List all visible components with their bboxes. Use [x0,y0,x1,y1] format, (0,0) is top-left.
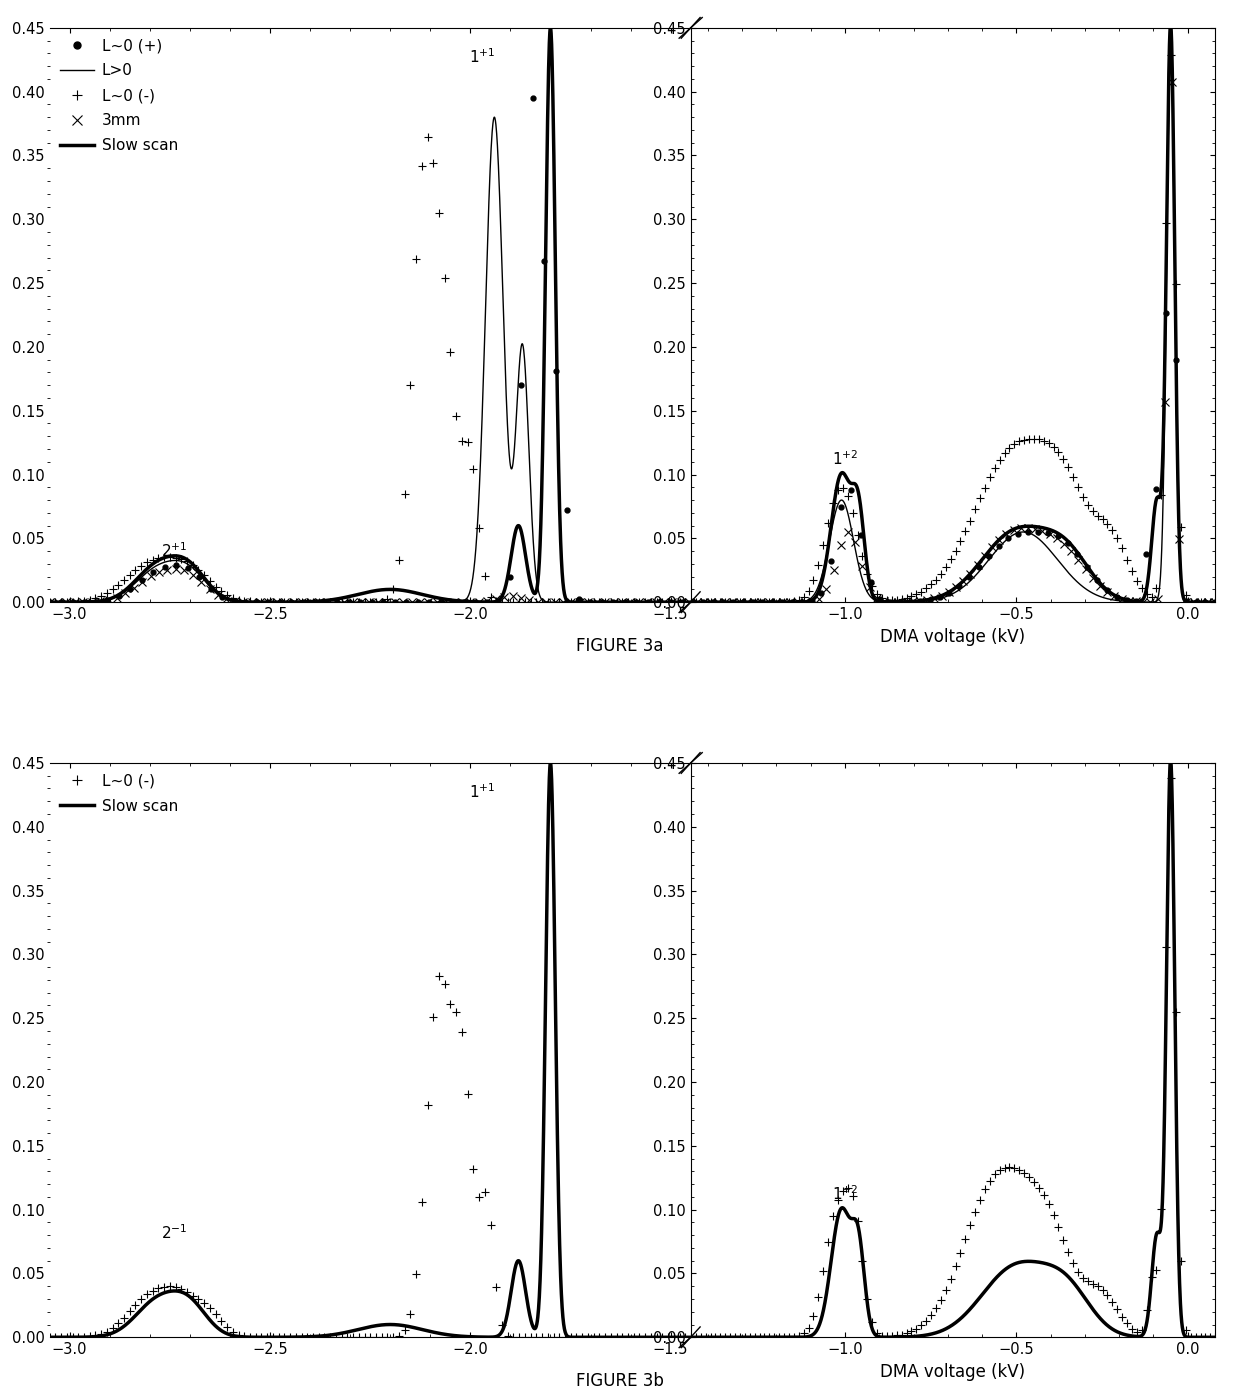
Line: L~0 (-): L~0 (-) [46,52,1240,606]
Line: 3mm: 3mm [46,78,1240,606]
L~0 (+) [42,593,57,610]
Slow scan [795,593,810,610]
Slow scan [42,593,57,610]
Line: Slow scan: Slow scan [50,763,1240,1337]
Slow scan [795,1329,810,1346]
L~0 (-) [1171,515,1185,532]
L~0 (-) [718,1329,733,1346]
Slow scan [683,1329,698,1346]
L~0 (+) [675,593,689,610]
L>0 [795,593,810,610]
3mm [42,593,57,610]
Text: 2$^{+1}$: 2$^{+1}$ [160,542,187,560]
L>0 [978,589,993,606]
L~0 (-) [574,1329,589,1346]
L>0 [595,593,610,610]
Slow scan [978,586,993,603]
L~0 (+) [640,593,655,610]
Slow scan [270,593,285,610]
L~0 (-) [42,593,57,610]
X-axis label: DMA voltage (kV): DMA voltage (kV) [880,628,1025,645]
3mm [1086,521,1101,538]
L~0 (+) [526,89,541,106]
Text: 2$^{-1}$: 2$^{-1}$ [160,1223,187,1241]
Legend: L~0 (-), Slow scan: L~0 (-), Slow scan [55,768,184,819]
L>0 [42,593,57,610]
Slow scan [270,1329,285,1346]
L~0 (+) [410,593,425,610]
L>0 [858,492,873,508]
Slow scan [42,1329,57,1346]
L~0 (-) [1107,1206,1122,1223]
Slow scan [683,593,698,610]
L~0 (-) [409,251,424,267]
Slow scan [858,467,873,483]
Slow scan [858,1202,873,1219]
3mm [758,593,773,610]
Text: FIGURE 3a: FIGURE 3a [577,637,663,655]
L~0 (-) [409,1266,424,1283]
Line: L~0 (-): L~0 (-) [46,773,1240,1341]
L~0 (+) [951,592,966,609]
L~0 (-) [1171,1287,1185,1304]
Slow scan [521,1301,536,1318]
Text: 1$^{+1}$: 1$^{+1}$ [469,783,496,801]
L>0 [521,437,536,454]
3mm [631,593,646,610]
3mm [538,593,553,610]
Slow scan [521,567,536,584]
Text: 1$^{+1}$: 1$^{+1}$ [469,47,496,65]
Legend: L~0 (+), L>0, L~0 (-), 3mm, Slow scan: L~0 (+), L>0, L~0 (-), 3mm, Slow scan [55,32,184,159]
Line: L~0 (+): L~0 (+) [47,95,1240,605]
L~0 (-) [386,581,401,598]
L~0 (-) [569,593,584,610]
L~0 (+) [1239,305,1240,322]
Line: Slow scan: Slow scan [50,28,1240,602]
Slow scan [978,1322,993,1339]
L~0 (-) [1147,1273,1162,1290]
3mm [455,593,470,610]
Text: FIGURE 3b: FIGURE 3b [577,1372,663,1390]
L>0 [1074,524,1089,540]
X-axis label: DMA voltage (kV): DMA voltage (kV) [880,1362,1025,1380]
Slow scan [1074,1254,1089,1270]
L~0 (+) [422,593,436,610]
L~0 (-) [42,1329,57,1346]
Text: 1$^{+2}$: 1$^{+2}$ [832,1184,858,1204]
3mm [707,593,722,610]
L~0 (-) [1107,439,1122,456]
L~0 (-) [1147,496,1162,513]
Text: 1$^{+2}$: 1$^{+2}$ [832,450,858,468]
L~0 (-) [718,593,733,610]
3mm [918,593,932,610]
Line: L>0: L>0 [50,53,1240,602]
L>0 [270,593,285,610]
Slow scan [1074,518,1089,535]
L~0 (-) [386,1329,401,1346]
